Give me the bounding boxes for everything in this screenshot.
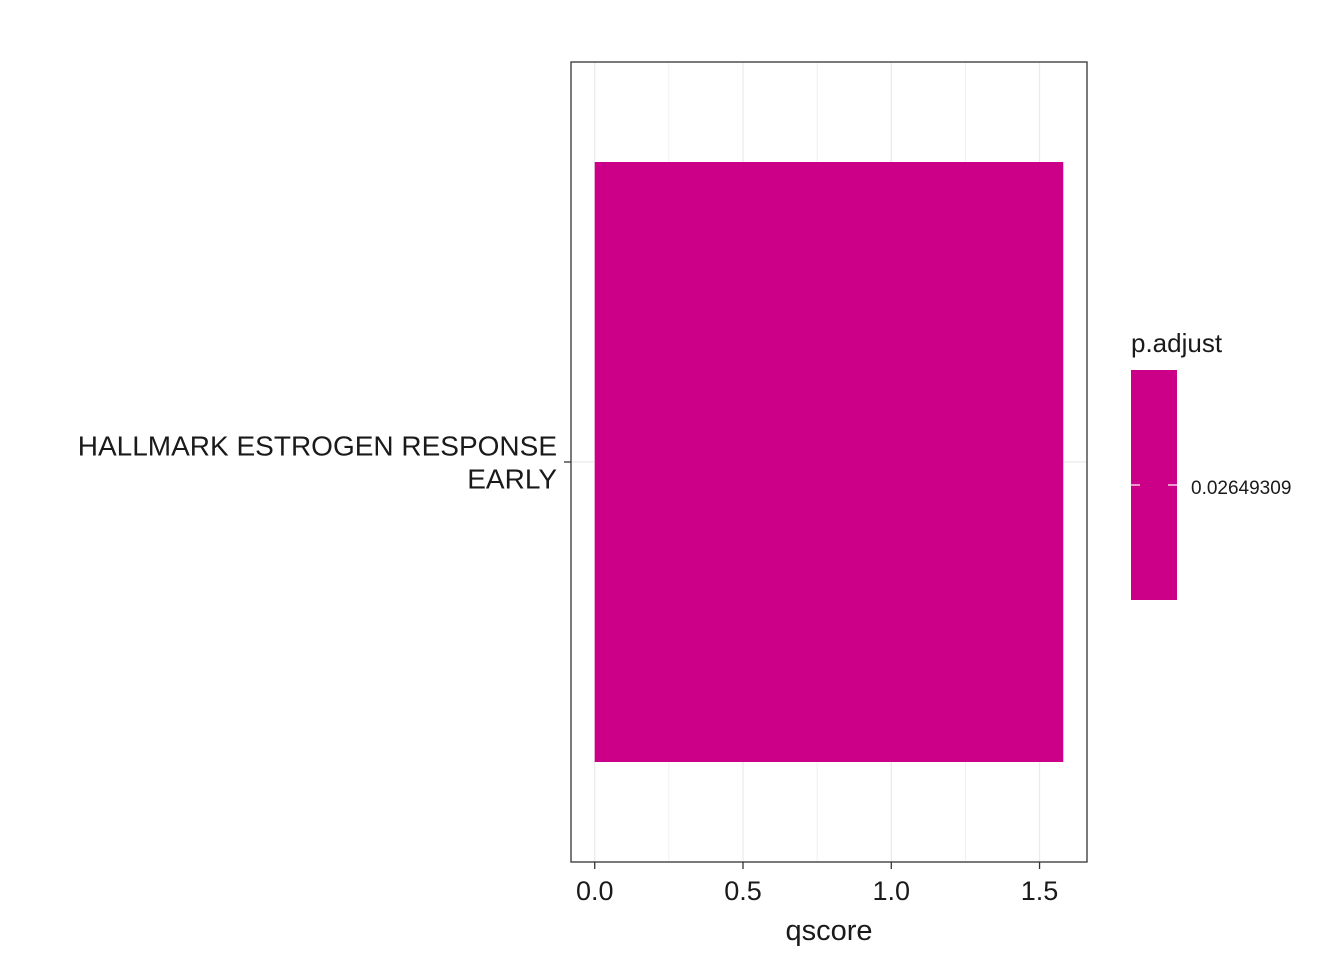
legend-title: p.adjust (1131, 328, 1223, 358)
x-axis-title: qscore (785, 915, 872, 947)
y-axis: HALLMARK ESTROGEN RESPONSE EARLY (78, 431, 571, 495)
x-tick-label: 0.0 (576, 876, 614, 906)
y-tick-label-line: EARLY (467, 464, 557, 495)
bar (594, 162, 1064, 762)
x-tick-label: 1.0 (873, 876, 911, 906)
legend: p.adjust 0.02649309 (1131, 328, 1291, 600)
x-tick-label: 0.5 (724, 876, 762, 906)
y-tick-label: HALLMARK ESTROGEN RESPONSE EARLY (78, 431, 558, 495)
legend-value-label: 0.02649309 (1191, 478, 1291, 499)
x-axis: 0.0 0.5 1.0 1.5 (576, 862, 1058, 906)
bar-layer (594, 162, 1064, 762)
x-tick-label: 1.5 (1021, 876, 1059, 906)
y-tick-label-line: HALLMARK ESTROGEN RESPONSE (78, 431, 557, 462)
